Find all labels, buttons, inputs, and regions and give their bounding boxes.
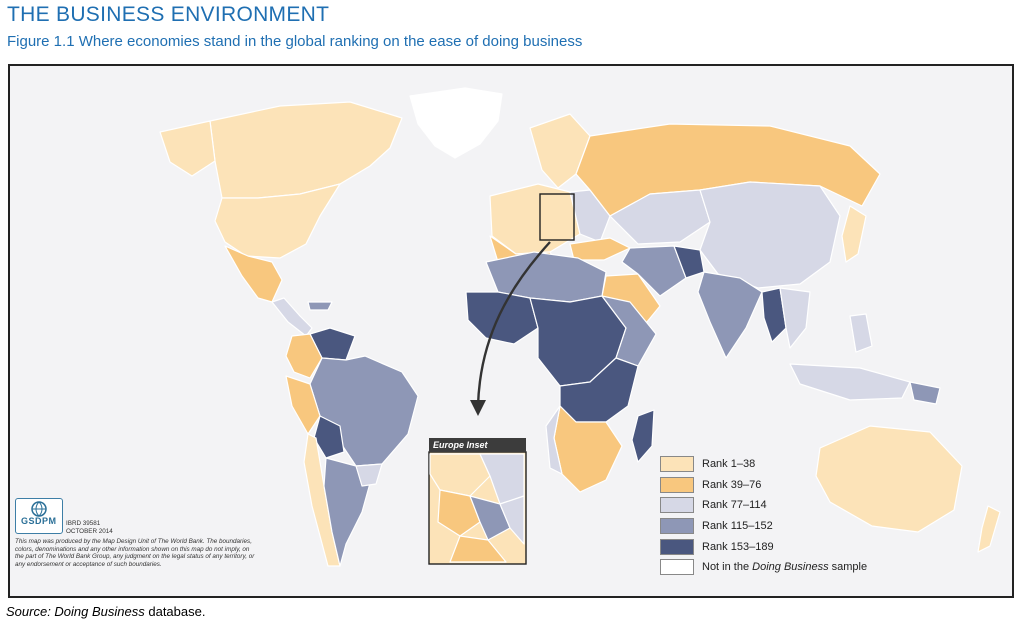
region-west-africa xyxy=(465,291,539,345)
world-map xyxy=(159,87,1001,567)
region-turkey xyxy=(569,237,631,261)
region-namibia xyxy=(545,405,563,475)
gsdpm-logo: GSDPM xyxy=(15,498,63,534)
legend-swatch xyxy=(660,538,694,555)
map-disclaimer: This map was produced by the Map Design … xyxy=(15,538,255,568)
legend-item: Rank 39–76 xyxy=(660,475,850,496)
region-central-america xyxy=(271,297,313,337)
legend-label: Rank 1–38 xyxy=(702,458,756,471)
region-china xyxy=(699,181,841,289)
region-uruguay xyxy=(355,463,383,487)
legend-item-not-in-sample: Not in the Doing Business sample xyxy=(660,557,867,578)
region-bolivia xyxy=(313,415,345,459)
region-caribbean xyxy=(307,301,333,311)
legend-label: Rank 77–114 xyxy=(702,499,767,512)
region-western-europe xyxy=(489,183,581,255)
legend-label: Not in the Doing Business sample xyxy=(702,561,868,574)
region-australia xyxy=(815,425,963,533)
region-philippines xyxy=(849,313,873,353)
region-new-zealand xyxy=(977,505,1001,553)
legend-item: Rank 77–114 xyxy=(660,495,850,516)
map-legend: Rank 1–38 Rank 39–76 Rank 77–114 Rank 11… xyxy=(660,454,867,578)
world-map-frame: Europe Inset Rank 1–38 Rank 39–76 Rank 7… xyxy=(8,64,1014,598)
legend-swatch xyxy=(660,518,694,535)
region-alaska xyxy=(159,120,216,177)
europe-inset-title: Europe Inset xyxy=(429,438,526,452)
legend-label: Rank 115–152 xyxy=(702,520,773,533)
region-indonesia xyxy=(789,363,911,401)
region-japan xyxy=(841,205,867,263)
inset-pointer-line xyxy=(476,241,551,407)
legend-swatch xyxy=(660,456,694,473)
legend-swatch xyxy=(660,559,694,576)
region-greenland xyxy=(409,87,503,159)
section-title: THE BUSINESS ENVIRONMENT xyxy=(7,3,330,26)
logo-text: GSDPM xyxy=(21,516,57,526)
region-canada xyxy=(209,101,403,199)
region-india xyxy=(697,271,763,359)
region-usa xyxy=(214,183,341,259)
europe-inset xyxy=(428,451,527,565)
legend-swatch xyxy=(660,497,694,514)
map-id: IBRD 39581 OCTOBER 2014 xyxy=(66,520,113,535)
region-papua-new-guinea xyxy=(909,381,941,405)
source-note: Source: Doing Business database. xyxy=(6,604,206,619)
europe-inset-marker xyxy=(539,193,575,241)
legend-label: Rank 39–76 xyxy=(702,478,762,491)
globe-icon xyxy=(31,501,47,517)
figure-caption: Figure 1.1 Where economies stand in the … xyxy=(7,33,583,50)
region-mexico xyxy=(224,245,283,303)
legend-swatch xyxy=(660,476,694,493)
legend-item: Rank 153–189 xyxy=(660,536,850,557)
region-madagascar xyxy=(631,409,655,463)
region-peru xyxy=(285,375,321,435)
legend-item: Rank 1–38 xyxy=(660,454,850,475)
region-colombia xyxy=(285,333,323,379)
legend-label: Rank 153–189 xyxy=(702,540,774,553)
inset-pointer-arrowhead xyxy=(470,400,486,416)
legend-item: Rank 115–152 xyxy=(660,516,850,537)
region-myanmar xyxy=(761,287,787,343)
region-southeast-asia xyxy=(779,287,811,349)
